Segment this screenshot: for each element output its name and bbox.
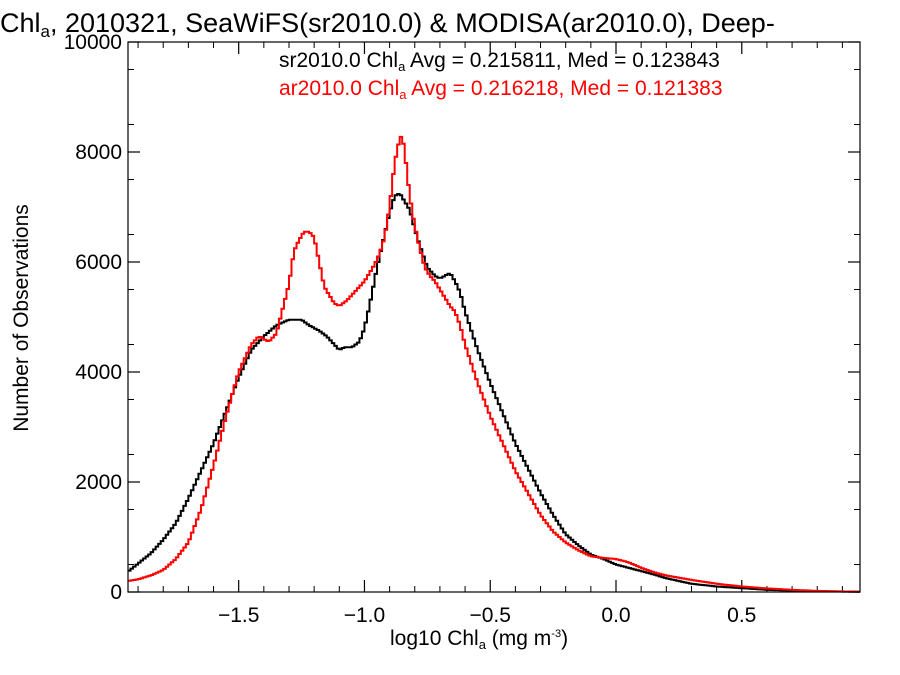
series-line-ar2010-0 (128, 135, 860, 593)
y-tick-label: 6000 (75, 251, 122, 274)
x-tick-label: −1.5 (218, 604, 259, 627)
legend-ar2010-subscript: a (399, 87, 407, 102)
chart-title: Chla, 2010321, SeaWiFS(sr2010.0) & MODIS… (0, 6, 775, 40)
x-axis-label-main: log10 Chl (390, 627, 479, 650)
series-layer (128, 135, 860, 593)
legend-entry-sr2010: sr2010.0 Chla Avg = 0.215811, Med = 0.12… (279, 48, 720, 74)
x-tick-label: 0.0 (601, 604, 630, 627)
x-axis-label-units: (mg m (485, 627, 552, 650)
y-tick-label: 0 (110, 581, 122, 604)
chart-title-subscript: a (40, 22, 50, 41)
y-tick-label: 10000 (64, 31, 122, 54)
chart-title-rest: , 2010321, SeaWiFS(sr2010.0) & MODISA(ar… (49, 8, 775, 38)
tick-labels: −1.5 −1.0 −0.5 0.0 0.5 0 2000 4000 6000 8000 10000 (64, 31, 757, 627)
x-tick-label: −1.0 (344, 604, 385, 627)
x-axis-label-exponent: -3 (551, 628, 562, 640)
x-axis-label-close: ) (561, 627, 569, 650)
legend-sr2010-stats: Avg = 0.215811, Med = 0.123843 (405, 49, 720, 72)
legend-ar2010-stats: Avg = 0.216218, Med = 0.121383 (406, 77, 723, 100)
y-axis-label: Number of Observations (10, 204, 33, 432)
legend-ar2010-prefix: ar2010.0 Chl (279, 77, 400, 100)
chart-title-main: Chl (0, 8, 41, 38)
legend-sr2010-subscript: a (398, 59, 406, 74)
y-tick-label: 4000 (75, 361, 122, 384)
x-axis-label-subscript: a (478, 637, 486, 652)
x-tick-label: −0.5 (469, 604, 510, 627)
series-line-sr2010-0 (128, 192, 860, 593)
y-tick-label: 8000 (75, 141, 122, 164)
x-tick-label: 0.5 (727, 604, 756, 627)
y-tick-label: 2000 (75, 471, 122, 494)
legend-sr2010-prefix: sr2010.0 Chl (279, 49, 399, 72)
plot-frame (127, 41, 861, 593)
axis-ticks (128, 41, 860, 593)
legend-entry-ar2010: ar2010.0 Chla Avg = 0.216218, Med = 0.12… (279, 76, 723, 102)
x-axis-label: log10 Chla (mg m-3) (390, 626, 568, 652)
